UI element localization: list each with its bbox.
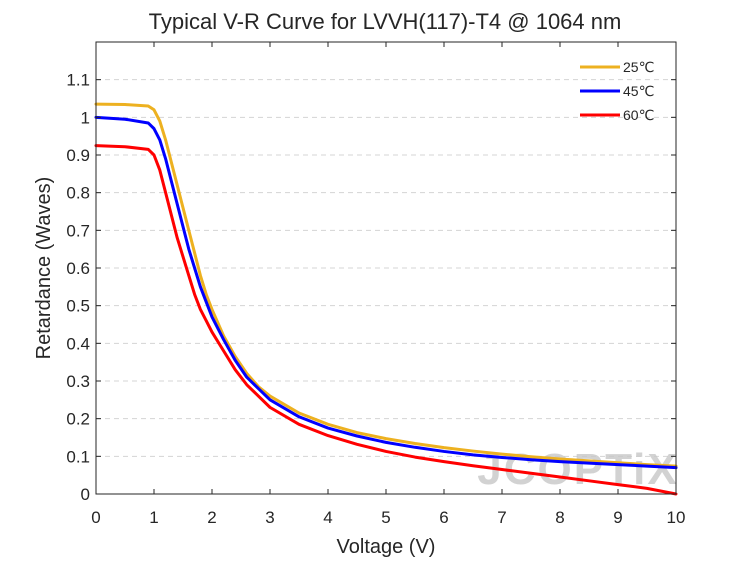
y-tick-label: 0.1: [66, 447, 90, 466]
x-tick-label: 0: [91, 508, 100, 527]
y-tick-label: 1.1: [66, 71, 90, 90]
series-line-3: [94, 144, 678, 496]
x-tick-label: 10: [667, 508, 686, 527]
x-axis-ticks: 0 1 2 3 4 5 6 7 8 9 10: [91, 42, 685, 527]
chart-title: Typical V-R Curve for LVVH(117)-T4 @ 106…: [149, 9, 622, 34]
y-axis-ticks: 0 0.1 0.2 0.3 0.4 0.5 0.6 0.7 0.8 0.9 1 1.1: [66, 71, 676, 504]
y-tick-label: 0.8: [66, 184, 90, 203]
y-tick-label: 0: [81, 485, 90, 504]
y-tick-label: 1: [81, 108, 90, 127]
y-tick-label: 0.4: [66, 334, 90, 353]
y-axis-title: Retardance (Waves): [33, 177, 55, 360]
legend-label-3: 60℃: [623, 107, 654, 123]
x-tick-label: 9: [613, 508, 622, 527]
x-tick-label: 2: [207, 508, 216, 527]
x-tick-label: 1: [149, 508, 158, 527]
series-line-2: [94, 115, 678, 470]
y-tick-label: 0.7: [66, 221, 90, 240]
series-lines: [94, 102, 678, 496]
legend: 25℃ 45℃ 60℃: [580, 59, 654, 123]
x-tick-label: 8: [555, 508, 564, 527]
x-tick-label: 6: [439, 508, 448, 527]
x-tick-label: 5: [381, 508, 390, 527]
series-line-1: [94, 102, 678, 468]
grid-lines: [96, 79, 676, 457]
legend-label-1: 25℃: [623, 59, 654, 75]
x-tick-label: 4: [323, 508, 332, 527]
legend-label-2: 45℃: [623, 83, 654, 99]
y-tick-label: 0.6: [66, 259, 90, 278]
y-tick-label: 0.5: [66, 297, 90, 316]
y-tick-label: 0.9: [66, 146, 90, 165]
x-tick-label: 7: [497, 508, 506, 527]
x-tick-label: 3: [265, 508, 274, 527]
y-tick-label: 0.2: [66, 410, 90, 429]
x-axis-title: Voltage (V): [337, 536, 436, 558]
y-tick-label: 0.3: [66, 372, 90, 391]
